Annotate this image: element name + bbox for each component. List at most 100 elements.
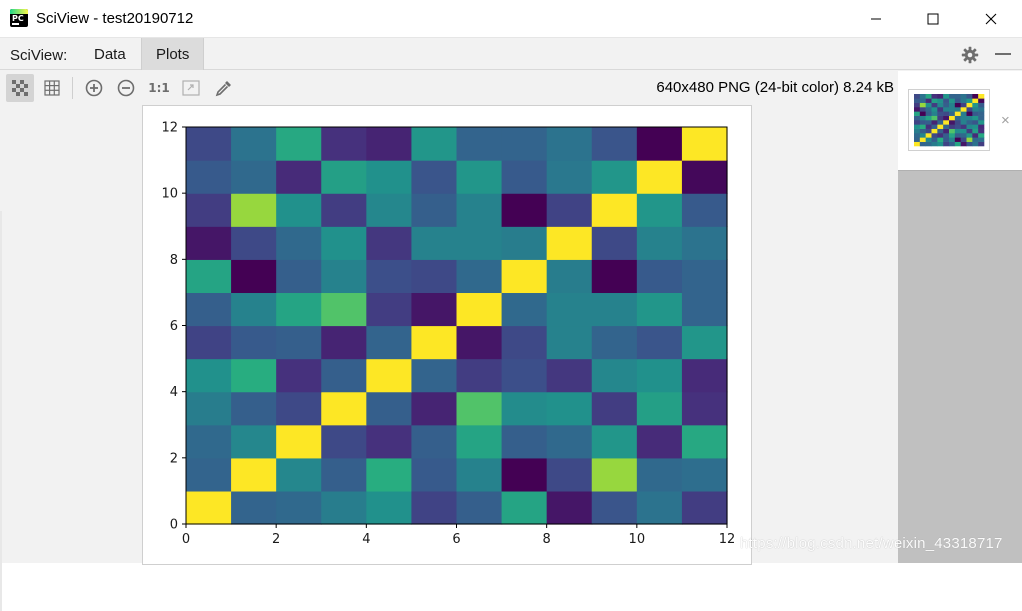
heatmap-cell — [636, 391, 683, 426]
x-tick-label: 4 — [362, 532, 370, 547]
heatmap-cell — [186, 259, 232, 294]
thumbnail-cell — [919, 137, 926, 142]
heatmap-cell — [231, 193, 277, 227]
heatmap-cell — [636, 259, 683, 294]
maximize-window-button[interactable] — [904, 0, 962, 38]
heatmap-cell — [546, 325, 593, 360]
heatmap-cell — [276, 127, 322, 161]
heatmap-cell — [501, 127, 548, 161]
title-bar[interactable]: PC SciView - test20190712 — [0, 0, 1022, 38]
thumbnail-cell — [919, 115, 926, 121]
thumbnail-cell — [931, 98, 938, 103]
thumbnail-cell — [925, 98, 932, 103]
zoom-in-button[interactable] — [80, 74, 108, 102]
thumbnail-cell — [943, 115, 950, 121]
heatmap-chart: 0 2 4 6 8 10 12 0 2 4 6 8 10 12 — [161, 121, 735, 548]
close-thumbnail-icon[interactable]: × — [1001, 112, 1010, 129]
heatmap-cell — [411, 391, 458, 426]
y-tick-label: 2 — [170, 451, 178, 466]
heatmap-cell — [636, 325, 683, 360]
thumbnail-cell — [960, 94, 967, 99]
heatmap-cell — [681, 259, 728, 294]
heatmap-cell — [366, 193, 413, 227]
heatmap-cell — [231, 325, 277, 360]
heatmap-cell — [366, 259, 413, 294]
x-tick-label: 0 — [182, 532, 190, 547]
actual-size-button[interactable]: 1:1 — [145, 74, 173, 102]
thumbnail-cell — [966, 98, 973, 103]
thumbnail-cell — [966, 107, 973, 112]
heatmap-cell — [411, 259, 458, 294]
heatmap-cell — [456, 391, 503, 426]
heatmap-cell — [591, 193, 638, 227]
heatmap-cell — [321, 292, 367, 327]
heatmap-cells — [186, 127, 728, 525]
heatmap-cell — [456, 259, 503, 294]
heatmap-cell — [411, 292, 458, 327]
thumbnail-cell — [931, 124, 938, 129]
heatmap-cell — [546, 226, 593, 260]
heatmap-cell — [231, 292, 277, 327]
tab-data[interactable]: Data — [80, 38, 140, 70]
heatmap-cell — [231, 226, 277, 260]
heatmap-cell — [546, 424, 593, 459]
heatmap-cell — [276, 457, 322, 492]
thumbnail-cell — [960, 141, 967, 147]
thumbnail-cell — [925, 128, 932, 134]
heatmap-cell — [186, 490, 232, 525]
heatmap-cell — [276, 490, 322, 525]
fit-zoom-button[interactable] — [177, 74, 205, 102]
heatmap-cell — [366, 391, 413, 426]
heatmap-cell — [501, 490, 548, 525]
heatmap-cell — [681, 424, 728, 459]
thumbnail-cell — [937, 107, 944, 112]
thumbnail-cell — [978, 137, 985, 142]
heatmap-cell — [591, 358, 638, 393]
thumbnail-cell — [954, 133, 961, 138]
thumbnail-cell — [972, 124, 979, 129]
thumbnail-cell — [954, 111, 961, 116]
close-window-button[interactable] — [962, 0, 1020, 38]
heatmap-cell — [636, 457, 683, 492]
thumbnail-cell — [919, 120, 926, 125]
thumbnail-cell — [931, 128, 938, 134]
thumbnail-cell — [919, 128, 926, 134]
plot-thumbnail-item[interactable]: × — [898, 71, 1022, 171]
thumbnail-cell — [914, 111, 921, 116]
heatmap-cell — [456, 160, 503, 194]
y-tick-label: 6 — [170, 319, 178, 334]
image-info-label: 640x480 PNG (24-bit color) 8.24 kB — [656, 79, 894, 96]
thumbnail-cell — [943, 98, 950, 103]
thumbnail-cell — [949, 115, 956, 121]
plot-thumbnail[interactable] — [908, 89, 990, 151]
thumbnail-cell — [954, 107, 961, 112]
thumbnail-cell — [966, 137, 973, 142]
window-title: SciView - test20190712 — [36, 10, 194, 27]
heatmap-cell — [591, 292, 638, 327]
minimize-window-button[interactable] — [847, 0, 905, 38]
thumbnail-cell — [972, 137, 979, 142]
heatmap-cell — [591, 391, 638, 426]
plot-image: 0 2 4 6 8 10 12 0 2 4 6 8 10 12 — [142, 105, 752, 565]
thumbnail-cell — [966, 115, 973, 121]
zoom-out-button[interactable] — [112, 74, 140, 102]
thumbnail-cell — [914, 102, 921, 108]
x-tick-label: 2 — [272, 532, 280, 547]
heatmap-cell — [681, 292, 728, 327]
color-picker-button[interactable] — [210, 74, 238, 102]
thumbnail-cell — [949, 128, 956, 134]
heatmap-cell — [681, 490, 728, 525]
heatmap-cell — [636, 127, 683, 161]
heatmap-cell — [591, 226, 638, 260]
heatmap-cell — [186, 424, 232, 459]
chessboard-button[interactable] — [6, 74, 34, 102]
thumbnail-cell — [925, 141, 932, 147]
y-tick-label: 4 — [170, 385, 178, 400]
hide-panel-icon[interactable] — [995, 53, 1011, 55]
thumbnail-cell — [943, 133, 950, 138]
grid-button[interactable] — [38, 74, 66, 102]
heatmap-cell — [321, 457, 367, 492]
thumbnail-cell — [937, 124, 944, 129]
gear-icon[interactable] — [961, 46, 979, 64]
tab-plots[interactable]: Plots — [141, 38, 205, 70]
